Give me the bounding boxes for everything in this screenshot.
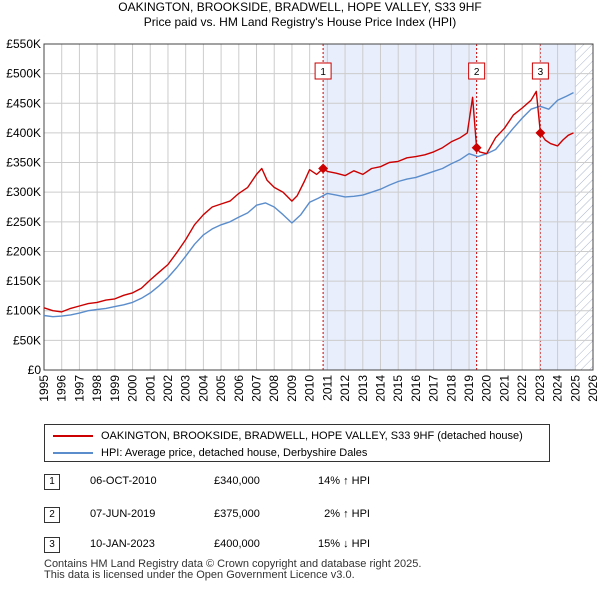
sale-label: 3 <box>538 67 544 78</box>
x-tick-label: 2003 <box>179 375 193 402</box>
y-tick-label: £150K <box>6 274 41 288</box>
chart-title-block: OAKINGTON, BROOKSIDE, BRADWELL, HOPE VAL… <box>0 0 600 30</box>
x-tick-label: 2005 <box>214 375 228 402</box>
x-tick-label: 2009 <box>285 375 299 402</box>
x-tick-label: 2021 <box>497 375 511 402</box>
y-tick-label: £200K <box>6 244 41 258</box>
sale-point <box>318 163 329 174</box>
sale-point <box>535 127 546 138</box>
legend-item-hpi: HPI: Average price, detached house, Derb… <box>53 445 367 461</box>
sale-price: £340,000 <box>214 475 260 487</box>
footer-line-1: Contains HM Land Registry data © Crown c… <box>44 558 422 570</box>
x-tick-label: 2022 <box>515 375 529 402</box>
price-chart: £0 £50K £100K £150K £200K £250K £300K £350K £400… <box>6 37 600 402</box>
sale-number-badge: 2 <box>44 507 60 523</box>
legend-swatch-hpi <box>53 452 93 454</box>
sale-hpi-diff: 14% ↑ HPI <box>318 475 370 487</box>
x-tick-label: 2020 <box>480 375 494 402</box>
x-tick-label: 2025 <box>568 375 582 402</box>
x-tick-label: 1997 <box>72 375 86 402</box>
table-row: 3 10-JAN-2023 £400,000 15% ↓ HPI <box>44 537 564 553</box>
x-tick-label: 2004 <box>196 375 210 402</box>
y-tick-label: £550K <box>6 37 41 51</box>
x-tick-label: 2014 <box>373 375 387 402</box>
y-tick-label: £350K <box>6 156 41 170</box>
x-tick-label: 2006 <box>232 375 246 402</box>
sale-label: 2 <box>474 67 480 78</box>
y-tick-label: £300K <box>6 185 41 199</box>
plot-background <box>44 44 593 370</box>
y-tick-label: £400K <box>6 126 41 140</box>
sale-number-badge: 1 <box>44 474 60 490</box>
x-tick-label: 1996 <box>55 375 69 402</box>
chart-title: OAKINGTON, BROOKSIDE, BRADWELL, HOPE VAL… <box>118 0 482 14</box>
y-tick-label: £500K <box>6 67 41 81</box>
sale-price: £400,000 <box>214 538 260 550</box>
legend-swatch-property <box>53 435 93 437</box>
x-tick-label: 2023 <box>533 375 547 402</box>
sale-price: £375,000 <box>214 508 260 520</box>
legend-label-property: OAKINGTON, BROOKSIDE, BRADWELL, HOPE VAL… <box>101 430 523 442</box>
table-row: 1 06-OCT-2010 £340,000 14% ↑ HPI <box>44 474 564 490</box>
x-tick-label: 1995 <box>37 375 51 402</box>
x-tick-label: 2007 <box>250 375 264 402</box>
x-tick-label: 2024 <box>551 375 565 402</box>
legend-item-property: OAKINGTON, BROOKSIDE, BRADWELL, HOPE VAL… <box>53 428 523 444</box>
sale-date: 06-OCT-2010 <box>90 475 157 487</box>
sale-date: 10-JAN-2023 <box>90 538 155 550</box>
x-tick-label: 2008 <box>267 375 281 402</box>
sale-point <box>471 142 482 153</box>
y-tick-label: £450K <box>6 96 41 110</box>
sale-label: 1 <box>320 67 326 78</box>
x-tick-label: 2011 <box>320 375 334 401</box>
table-row: 2 07-JUN-2019 £375,000 2% ↑ HPI <box>44 507 564 523</box>
x-tick-label: 2019 <box>462 375 476 402</box>
x-tick-label: 2010 <box>303 375 317 402</box>
y-tick-label: £250K <box>6 215 41 229</box>
plot-frame <box>43 43 594 371</box>
footer-line-2: This data is licensed under the Open Gov… <box>44 569 355 581</box>
footer-attribution: Contains HM Land Registry data © Crown c… <box>44 559 421 581</box>
sale-hpi-diff: 2% ↑ HPI <box>324 508 370 520</box>
y-tick-label: £0 <box>28 363 42 377</box>
sale-date: 07-JUN-2019 <box>90 508 156 520</box>
legend-label-hpi: HPI: Average price, detached house, Derb… <box>101 447 368 459</box>
x-tick-label: 2013 <box>356 375 370 402</box>
y-tick-label: £50K <box>13 333 41 347</box>
x-tick-label: 2016 <box>409 375 423 402</box>
x-tick-label: 2026 <box>586 375 600 402</box>
x-tick-label: 2000 <box>126 375 140 402</box>
x-tick-label: 2001 <box>143 375 157 402</box>
sale-number-badge: 3 <box>44 537 60 553</box>
sale-label-box <box>314 62 332 80</box>
sale-label-box <box>468 62 486 80</box>
sale-label-box <box>531 62 549 80</box>
x-tick-label: 1999 <box>108 375 122 402</box>
shaded-period <box>323 44 477 370</box>
x-tick-label: 2018 <box>444 375 458 402</box>
chart-subtitle: Price paid vs. HM Land Registry's House … <box>143 15 457 29</box>
forecast-hatch <box>575 44 593 370</box>
x-tick-label: 2015 <box>391 375 405 402</box>
chart-legend: OAKINGTON, BROOKSIDE, BRADWELL, HOPE VAL… <box>44 424 550 462</box>
sale-hpi-diff: 15% ↓ HPI <box>318 538 370 550</box>
x-tick-label: 2012 <box>338 375 352 402</box>
x-tick-label: 1998 <box>90 375 104 402</box>
x-tick-label: 2002 <box>161 375 175 402</box>
x-tick-label: 2017 <box>427 375 441 402</box>
y-tick-label: £100K <box>6 304 41 318</box>
